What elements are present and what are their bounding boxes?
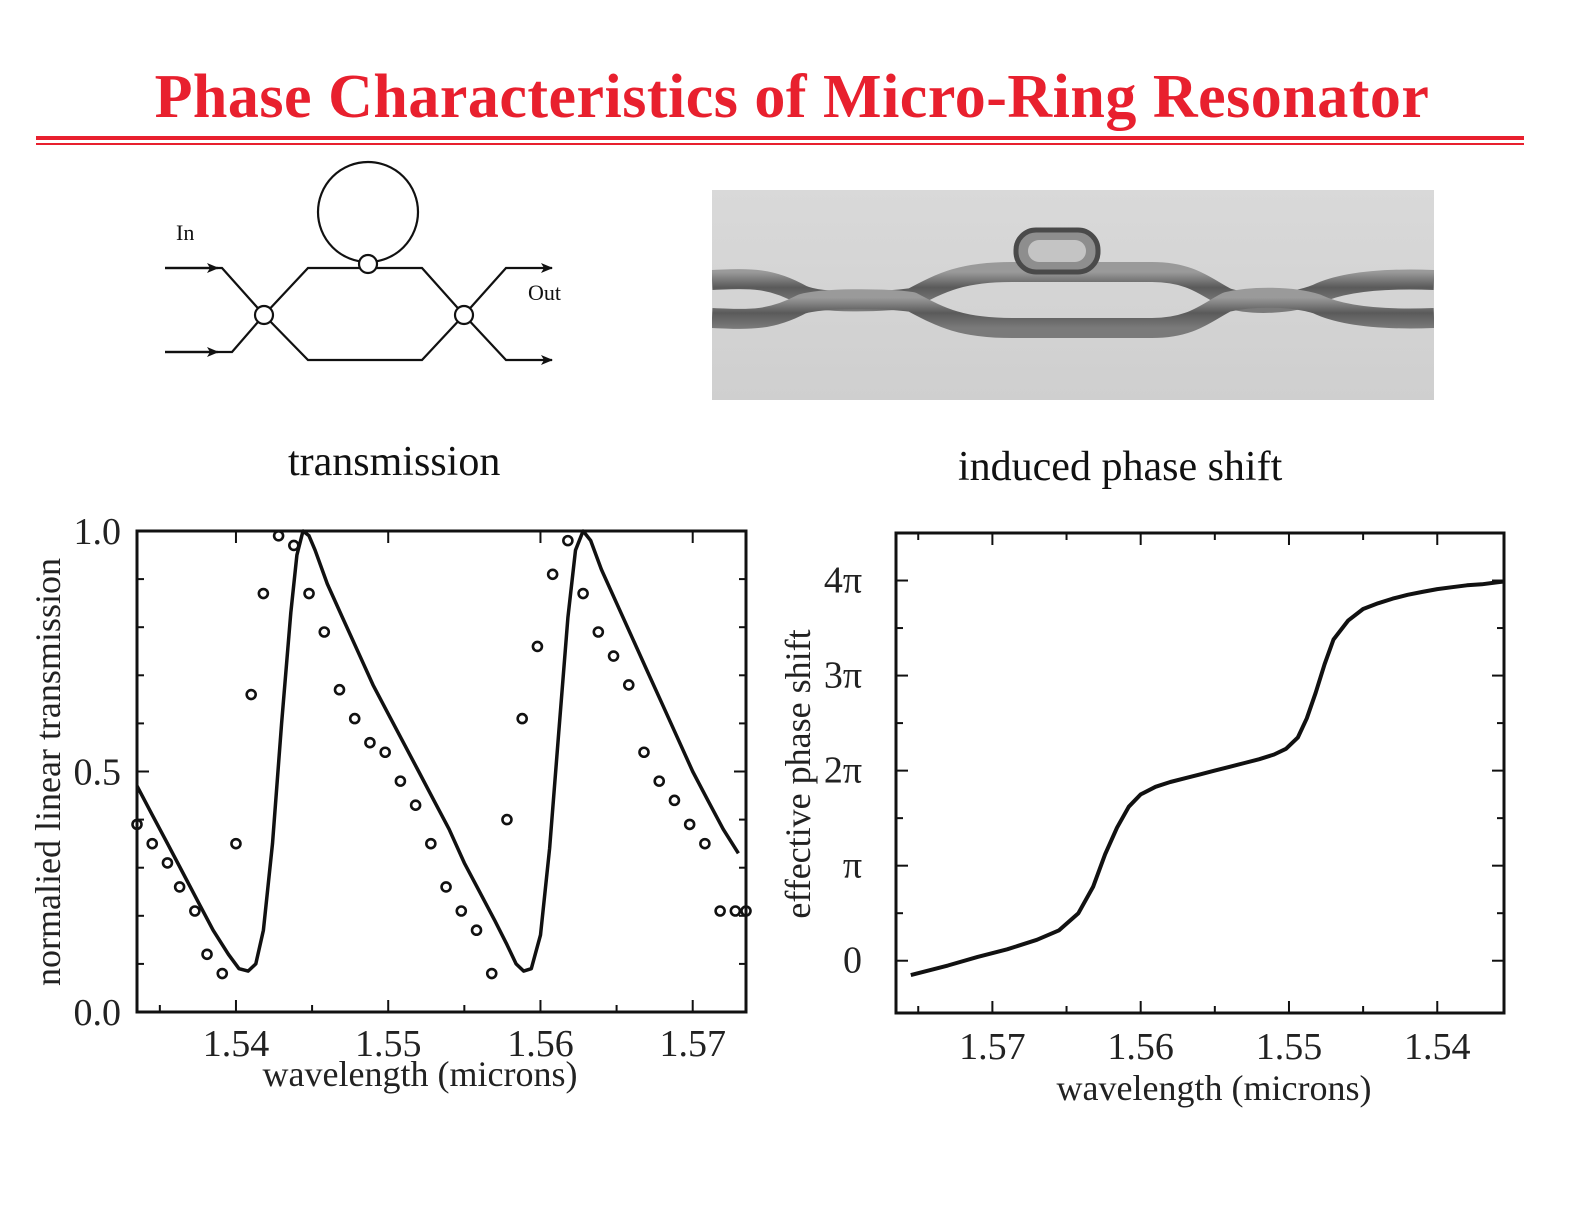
phase-shift-curve: [910, 579, 1505, 977]
transmission-data-point: [257, 587, 270, 600]
transmission-data-point: [683, 818, 696, 831]
transmission-chart: 1.54 1.55 1.56 1.57 0.0 0.5 1.0 wavelength (mi…: [28, 511, 752, 1094]
transmission-data-point: [501, 813, 513, 826]
transmission-x-tick-label: 1.55: [355, 1023, 422, 1065]
right-panel-title: induced phase shift: [958, 444, 1283, 490]
transmission-data-point: [189, 905, 201, 917]
transmission-data-point: [245, 688, 257, 701]
lower-arm: [263, 314, 465, 362]
transmission-data-point: [592, 626, 605, 638]
title-rule-thick: [36, 136, 1524, 140]
input-guide-top: [165, 266, 265, 316]
transmission-data-point: [216, 967, 229, 980]
transmission-data-point: [230, 837, 242, 850]
phase-x-tick-label: 1.57: [959, 1026, 1026, 1068]
coupler-left: [253, 304, 275, 326]
transmission-data-point: [201, 948, 213, 961]
transmission-data-point: [303, 587, 315, 600]
transmission-x-tick-label: 1.57: [659, 1023, 726, 1065]
phase-plot-frame: [894, 531, 1506, 1015]
transmission-data-point: [638, 746, 650, 759]
transmission-data-point: [348, 712, 361, 725]
transmission-data-point: [394, 775, 407, 787]
phase-y-tick-label: 3π: [824, 655, 862, 697]
phase-x-tick-label: 1.56: [1107, 1026, 1174, 1068]
transmission-data-point: [333, 683, 346, 696]
transmission-data-point: [288, 539, 300, 552]
transmission-data-point: [714, 905, 726, 917]
transmission-data-point: [455, 905, 468, 917]
transmission-x-tick-label: 1.56: [507, 1023, 574, 1065]
transmission-data-point: [485, 967, 498, 980]
transmission-data-point: [146, 837, 159, 850]
phase-y-tick-label: 4π: [824, 560, 862, 602]
coupler-right: [453, 304, 475, 326]
output-guide-bottom: [463, 314, 553, 365]
transmission-data-point: [318, 626, 331, 638]
transmission-data-point: [272, 530, 285, 542]
transmission-data-point: [425, 837, 437, 850]
transmission-data-point: [729, 905, 742, 917]
title-rule-thin: [36, 143, 1524, 145]
phase-x-tick-label: 1.54: [1404, 1026, 1471, 1068]
transmission-data-point: [562, 534, 574, 547]
phase-y-tick-label: 2π: [824, 750, 862, 792]
transmission-y-tick-label: 1.0: [74, 511, 122, 553]
in-label: In: [176, 220, 194, 245]
phase-y-tick-label: 0: [843, 940, 862, 982]
transmission-data-point: [531, 640, 544, 653]
transmission-data-point: [161, 857, 174, 869]
phase-x-tick-label: 1.55: [1256, 1026, 1323, 1068]
ring-resonator: [316, 160, 420, 264]
input-guide-bottom: [165, 314, 265, 354]
phase-y-tick-label: π: [843, 845, 862, 887]
transmission-data-point: [409, 799, 422, 811]
slide-title: Phase Characteristics of Micro-Ring Reso…: [154, 63, 1430, 131]
transmission-data-point: [440, 881, 452, 893]
phase-x-axis-label: wavelength (microns): [1057, 1068, 1372, 1108]
transmission-y-axis-label: normalied linear transmission: [28, 558, 68, 986]
phase-shift-chart: 1.57 1.56 1.55 1.54 0 π 2π 3π 4π wavelength (mic…: [780, 531, 1506, 1108]
output-guide-top: [463, 263, 553, 316]
coupler-ring: [357, 253, 379, 275]
transmission-y-tick-label: 0.0: [74, 992, 122, 1034]
phase-y-axis-label: effective phase shift: [780, 629, 818, 918]
ring-interferometer-schematic: In Out: [165, 160, 561, 365]
transmission-data-point: [379, 746, 391, 759]
transmission-data-point: [699, 837, 711, 850]
transmission-data-point: [607, 650, 620, 662]
upper-arm: [263, 266, 465, 316]
transmission-x-tick-label: 1.54: [203, 1023, 270, 1065]
transmission-plot-frame: [135, 529, 748, 1014]
transmission-data-point: [173, 881, 186, 893]
transmission-x-axis-label: wavelength (microns): [263, 1054, 578, 1094]
out-label: Out: [528, 280, 561, 305]
transmission-data-point: [364, 736, 376, 749]
transmission-data-point: [516, 712, 528, 725]
transmission-data-point: [577, 587, 589, 600]
transmission-data-point: [622, 679, 635, 691]
transmission-data-point: [546, 568, 559, 581]
transmission-data-point: [668, 794, 681, 807]
sem-guide-lower: [712, 287, 1434, 338]
left-panel-title: transmission: [288, 439, 501, 485]
transmission-model-curve: [135, 529, 740, 973]
transmission-data-point: [470, 924, 483, 937]
transmission-y-tick-label: 0.5: [74, 752, 122, 794]
transmission-data-point: [653, 775, 666, 787]
sem-micrograph: [712, 190, 1434, 400]
